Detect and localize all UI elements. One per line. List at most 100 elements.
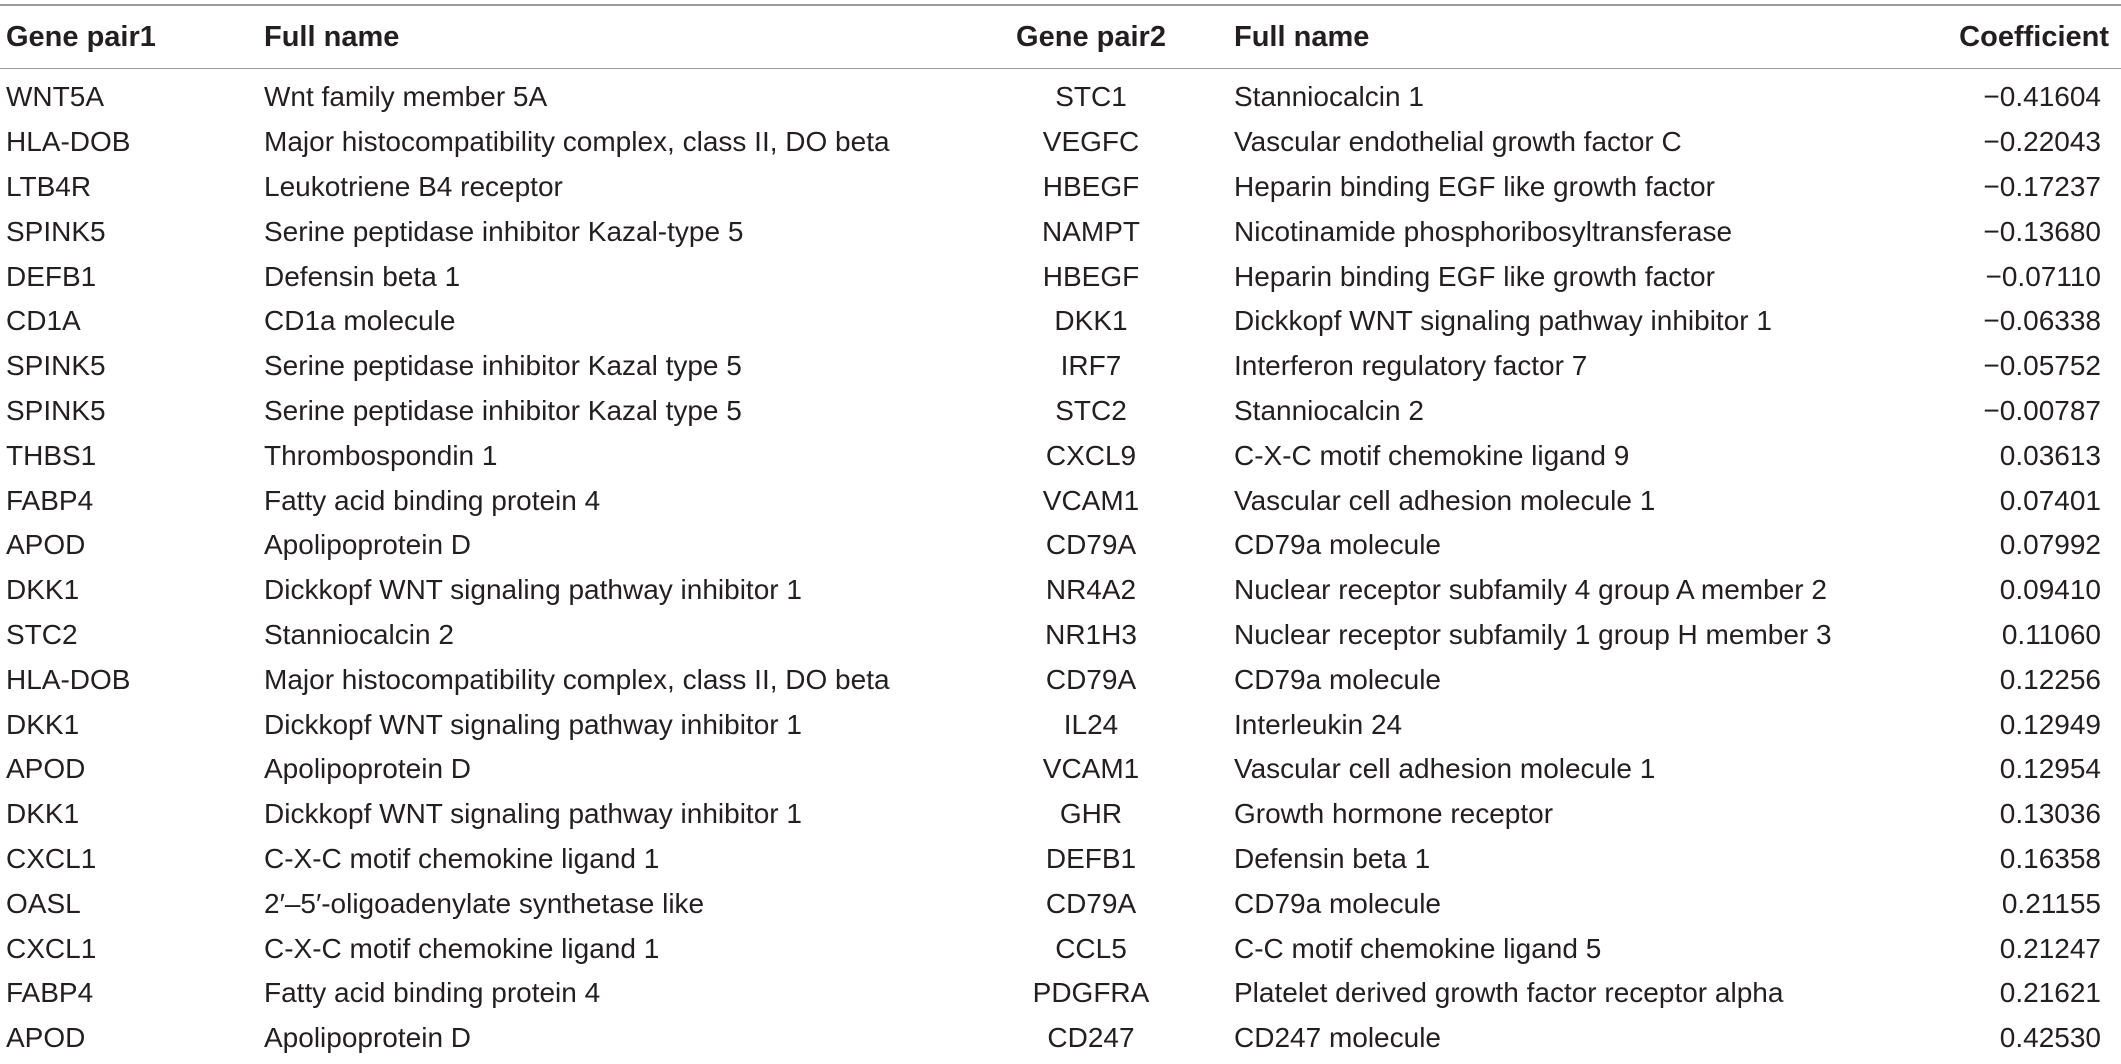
coefficient-cell: −0.07110 [1985,260,2102,292]
full-name-2-cell: C-C motif chemokine ligand 5 [1234,932,1602,964]
gene-pair1-cell: FABP4 [6,977,94,1009]
gene-pair2-cell: IL24 [1063,708,1119,740]
gene-pair2-cell: STC2 [1055,394,1127,426]
coefficient-cell: −0.00787 [1983,394,2101,426]
coefficient-cell: −0.41604 [1983,81,2101,113]
table-row: SPINK5 Serine peptidase inhibitor Kazal t… [0,389,2121,434]
gene-pair2-cell: CCL5 [1055,932,1127,964]
gene-pair1-cell: HLA-DOB [6,126,131,158]
gene-pair2-cell: DEFB1 [1045,842,1137,874]
full-name-1-cell: Dickkopf WNT signaling pathway inhibitor… [264,574,802,606]
coefficient-cell: 0.12949 [1999,708,2101,740]
table-row: DKK1 Dickkopf WNT signaling pathway inhib… [0,792,2121,837]
full-name-2-cell: CD79a molecule [1234,663,1441,695]
coefficient-cell: 0.21247 [1999,932,2101,964]
coefficient-cell: −0.05752 [1983,350,2101,382]
gene-pair1-cell: OASL [6,887,81,919]
table-row: FABP4 Fatty acid binding protein 4 VCAM1 Va… [0,478,2121,523]
full-name-1-cell: Serine peptidase inhibitor Kazal-type 5 [264,215,744,247]
table-row: HLA-DOB Major histocompatibility complex,… [0,657,2121,702]
header-row: Gene pair1 Full name Gene pair2 Full nam… [0,5,2121,69]
coefficient-cell: 0.13036 [1999,798,2101,830]
table-row: LTB4R Leukotriene B4 receptor HBEGF Heparin… [0,165,2121,210]
gene-pair1-cell: HLA-DOB [6,663,131,695]
gene-pair2-cell: CD247 [1047,1022,1135,1054]
header-gene-pair2: Gene pair2 [1016,20,1166,53]
gene-pair2-cell: CD79A [1045,887,1137,919]
coefficient-cell: 0.07401 [1999,484,2101,516]
full-name-2-cell: Vascular endothelial growth factor C [1234,126,1682,158]
full-name-1-cell: CD1a molecule [264,305,456,337]
gene-pair1-cell: APOD [6,1022,86,1054]
gene-pair2-cell: VCAM1 [1042,484,1140,516]
gene-pair1-cell: DEFB1 [6,260,97,292]
gene-pair2-cell: HBEGF [1042,260,1140,292]
full-name-1-cell: Dickkopf WNT signaling pathway inhibitor… [264,708,802,740]
full-name-2-cell: Vascular cell adhesion molecule 1 [1234,753,1656,785]
table-row: APOD Apolipoprotein D CD79A CD79a molecule 0… [0,523,2121,568]
full-name-1-cell: 2′–5′-oligoadenylate synthetase like [264,887,705,919]
full-name-2-cell: Interferon regulatory factor 7 [1234,350,1588,382]
coefficient-cell: 0.21621 [1999,977,2101,1009]
full-name-2-cell: Interleukin 24 [1234,708,1403,740]
full-name-1-cell: C-X-C motif chemokine ligand 1 [264,932,660,964]
coefficient-cell: 0.12256 [1999,663,2101,695]
header-full-name-1: Full name [264,20,400,53]
gene-pair1-cell: SPINK5 [6,394,106,426]
gene-pair1-cell: APOD [6,529,86,561]
gene-pair2-cell: CXCL9 [1045,439,1137,471]
full-name-2-cell: Vascular cell adhesion molecule 1 [1234,484,1656,516]
table-body: WNT5A Wnt family member 5A STC1 Stanniocalc… [0,69,2121,1061]
table-row: SPINK5 Serine peptidase inhibitor Kazal t… [0,344,2121,389]
full-name-1-cell: Fatty acid binding protein 4 [264,977,601,1009]
full-name-1-cell: Major histocompatibility complex, class … [264,126,890,158]
gene-pair1-cell: DKK1 [6,798,80,830]
header-full-name-2: Full name [1234,20,1370,53]
table-row: FABP4 Fatty acid binding protein 4 PDGFRA P… [0,971,2121,1016]
full-name-1-cell: Thrombospondin 1 [264,439,498,471]
table-row: THBS1 Thrombospondin 1 CXCL9 C-X-C motif ch… [0,433,2121,478]
gene-pair2-cell: CD79A [1045,663,1137,695]
gene-pair1-cell: SPINK5 [6,215,106,247]
table-row: APOD Apolipoprotein D VCAM1 Vascular cell a… [0,747,2121,792]
full-name-1-cell: Stanniocalcin 2 [264,618,454,650]
full-name-2-cell: Nuclear receptor subfamily 1 group H mem… [1234,618,1832,650]
gene-pair2-cell: NR4A2 [1045,574,1137,606]
full-name-1-cell: C-X-C motif chemokine ligand 1 [264,842,660,874]
gene-pair1-cell: WNT5A [6,81,104,113]
full-name-2-cell: Heparin binding EGF like growth factor [1234,260,1715,292]
table-row: HLA-DOB Major histocompatibility complex,… [0,120,2121,165]
gene-pair2-cell: IRF7 [1060,350,1122,382]
gene-pair-table: Gene pair1 Full name Gene pair2 Full nam… [0,4,2121,1061]
coefficient-cell: −0.06338 [1983,305,2101,337]
gene-pair1-cell: FABP4 [6,484,94,516]
coefficient-cell: −0.13680 [1983,215,2101,247]
full-name-2-cell: C-X-C motif chemokine ligand 9 [1234,439,1630,471]
table-row: SPINK5 Serine peptidase inhibitor Kazal-t… [0,209,2121,254]
full-name-2-cell: Platelet derived growth factor receptor … [1234,977,1784,1009]
table-row: DKK1 Dickkopf WNT signaling pathway inhib… [0,568,2121,613]
coefficient-cell: 0.42530 [1999,1022,2101,1054]
gene-pair1-cell: THBS1 [6,439,97,471]
gene-pair1-cell: DKK1 [6,574,80,606]
gene-pair1-cell: SPINK5 [6,350,106,382]
full-name-2-cell: Stanniocalcin 1 [1234,81,1424,113]
coefficient-cell: −0.17237 [1983,170,2101,202]
gene-pair1-cell: DKK1 [6,708,80,740]
gene-pair2-cell: HBEGF [1042,170,1140,202]
coefficient-cell: 0.16358 [1999,842,2101,874]
full-name-1-cell: Leukotriene B4 receptor [264,170,563,202]
full-name-1-cell: Defensin beta 1 [264,260,461,292]
table-row: DEFB1 Defensin beta 1 HBEGF Heparin binding… [0,254,2121,299]
gene-pair2-cell: GHR [1059,798,1123,830]
table-row: CXCL1 C-X-C motif chemokine ligand 1 DEFB1… [0,837,2121,882]
gene-pair1-cell: CD1A [6,305,81,337]
full-name-1-cell: Dickkopf WNT signaling pathway inhibitor… [264,798,802,830]
table-row: CXCL1 C-X-C motif chemokine ligand 1 CCL5 C… [0,926,2121,971]
gene-pair1-cell: APOD [6,753,86,785]
table-header: Gene pair1 Full name Gene pair2 Full nam… [0,5,2121,69]
full-name-2-cell: CD79a molecule [1234,529,1441,561]
gene-pair1-cell: LTB4R [6,170,92,202]
table-row: OASL 2′–5′-oligoadenylate synthetase like… [0,881,2121,926]
